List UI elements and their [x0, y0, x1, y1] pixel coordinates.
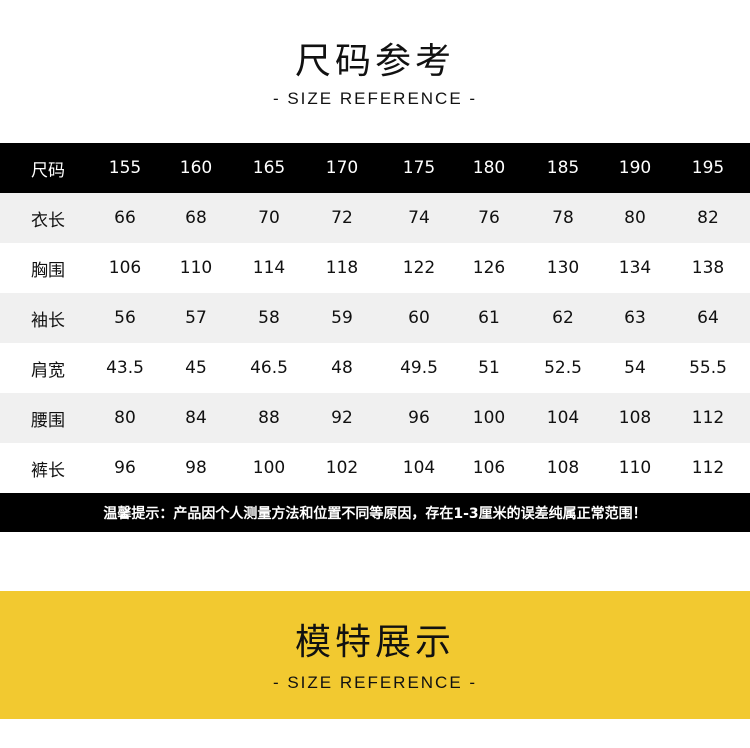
- table-cell: 59: [331, 308, 353, 328]
- table-cell: 112: [691, 458, 725, 478]
- table-cell: 104: [546, 408, 580, 428]
- table-cell: 84: [185, 408, 207, 428]
- table-cell: 74: [408, 208, 430, 228]
- notice-bar: 温馨提示：产品因个人测量方法和位置不同等原因，存在1-3厘米的误差纯属正常范围！: [0, 493, 750, 532]
- table-cell: 60: [408, 308, 430, 328]
- size-table: 尺码 155 160 165 170 175 180 185 190 195 衣长 66 68 70 72 7…: [0, 143, 750, 493]
- table-cell: 122: [402, 258, 436, 278]
- table-cell: 61: [478, 308, 500, 328]
- table-cell: 46.5: [250, 358, 288, 378]
- table-cell: 92: [331, 408, 353, 428]
- table-cell: 134: [618, 258, 652, 278]
- table-cell: 100: [252, 458, 286, 478]
- table-cell: 43.5: [106, 358, 144, 378]
- row-label: 肩宽: [31, 360, 65, 381]
- table-cell: 185: [546, 158, 580, 178]
- table-cell: 63: [624, 308, 646, 328]
- table-header-row: 尺码 155 160 165 170 175 180 185 190 195: [0, 143, 750, 193]
- table-row: 胸围 106 110 114 118 122 126 130 134 138: [0, 243, 750, 293]
- table-row: 裤长 96 98 100 102 104 106 108 110 112: [0, 443, 750, 493]
- table-cell: 57: [185, 308, 207, 328]
- table-cell: 165: [252, 158, 286, 178]
- table-cell: 78: [552, 208, 574, 228]
- table-cell: 56: [114, 308, 136, 328]
- table-cell: 55.5: [689, 358, 727, 378]
- table-cell: 76: [478, 208, 500, 228]
- table-cell: 130: [546, 258, 580, 278]
- table-cell: 114: [252, 258, 286, 278]
- table-cell: 52.5: [544, 358, 582, 378]
- table-cell: 96: [408, 408, 430, 428]
- table-cell: 88: [258, 408, 280, 428]
- table-cell: 54: [624, 358, 646, 378]
- table-cell: 82: [697, 208, 719, 228]
- table-cell: 45: [185, 358, 207, 378]
- table-cell: 51: [478, 358, 500, 378]
- table-cell: 126: [472, 258, 506, 278]
- table-cell: 80: [624, 208, 646, 228]
- table-cell: 98: [185, 458, 207, 478]
- table-cell: 108: [618, 408, 652, 428]
- table-row: 袖长 56 57 58 59 60 61 62 63 64: [0, 293, 750, 343]
- table-cell: 118: [325, 258, 359, 278]
- table-cell: 100: [472, 408, 506, 428]
- table-cell: 108: [546, 458, 580, 478]
- table-cell: 70: [258, 208, 280, 228]
- table-cell: 64: [697, 308, 719, 328]
- model-section-subtitle: - SIZE REFERENCE -: [272, 673, 478, 692]
- table-cell: 160: [179, 158, 213, 178]
- row-label: 衣长: [31, 210, 65, 231]
- table-row: 腰围 80 84 88 92 96 100 104 108 112: [0, 393, 750, 443]
- table-cell: 68: [185, 208, 207, 228]
- table-cell: 190: [618, 158, 652, 178]
- page-subtitle: - SIZE REFERENCE -: [272, 89, 478, 108]
- row-label: 尺码: [31, 160, 65, 181]
- row-label: 裤长: [31, 460, 65, 481]
- model-section-title: 模特展示: [294, 622, 455, 663]
- table-cell: 195: [691, 158, 725, 178]
- table-cell: 106: [108, 258, 142, 278]
- table-cell: 138: [691, 258, 725, 278]
- table-cell: 80: [114, 408, 136, 428]
- table-cell: 104: [402, 458, 436, 478]
- row-label: 腰围: [31, 410, 65, 431]
- table-cell: 66: [114, 208, 136, 228]
- model-section-banner: 模特展示 - SIZE REFERENCE -: [0, 591, 750, 719]
- table-cell: 96: [114, 458, 136, 478]
- table-cell: 155: [108, 158, 142, 178]
- page-title: 尺码参考: [294, 41, 455, 82]
- table-cell: 49.5: [400, 358, 438, 378]
- table-row: 衣长 66 68 70 72 74 76 78 80 82: [0, 193, 750, 243]
- table-row: 肩宽 43.5 45 46.5 48 49.5 51 52.5 54 55.5: [0, 343, 750, 393]
- table-cell: 180: [472, 158, 506, 178]
- table-cell: 58: [258, 308, 280, 328]
- row-label: 胸围: [31, 260, 65, 281]
- row-label: 袖长: [31, 310, 65, 331]
- table-cell: 62: [552, 308, 574, 328]
- table-cell: 112: [691, 408, 725, 428]
- table-cell: 106: [472, 458, 506, 478]
- table-cell: 110: [618, 458, 652, 478]
- table-cell: 175: [402, 158, 436, 178]
- table-cell: 72: [331, 208, 353, 228]
- table-cell: 48: [331, 358, 353, 378]
- table-cell: 170: [325, 158, 359, 178]
- table-cell: 102: [325, 458, 359, 478]
- table-cell: 110: [179, 258, 213, 278]
